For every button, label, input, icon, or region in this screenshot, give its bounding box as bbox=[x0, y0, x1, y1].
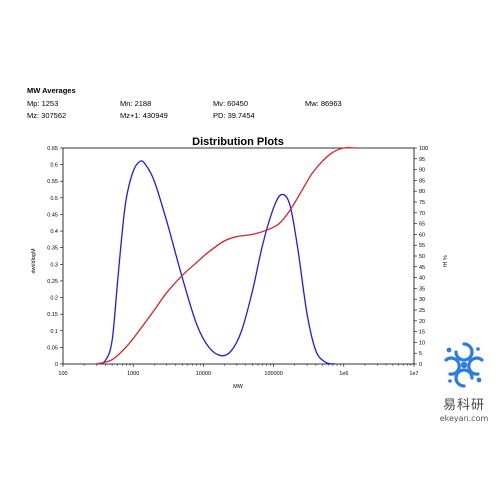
brand-domain: ekeyan.com bbox=[439, 414, 489, 423]
y-right-tick-label: 85 bbox=[419, 178, 425, 184]
y-right-tick-label: 55 bbox=[419, 243, 425, 249]
mv-value: Mv: 60450 bbox=[213, 99, 249, 108]
y-left-tick-label: 0.55 bbox=[47, 179, 58, 185]
y-right-tick-label: 70 bbox=[419, 211, 425, 217]
series-line-distribution bbox=[96, 160, 336, 365]
y-left-tick-label: 0.3 bbox=[50, 262, 58, 268]
x-tick-label: 1000 bbox=[127, 371, 139, 377]
y-right-tick-label: 5 bbox=[419, 351, 422, 357]
y-right-tick-label: 35 bbox=[419, 286, 425, 292]
x-tick-label: 1e6 bbox=[339, 371, 348, 377]
y-left-axis-label: dwt/dlogM bbox=[31, 248, 37, 273]
y-left-tick-label: 0.6 bbox=[50, 163, 58, 169]
y-left-tick-label: 0.2 bbox=[50, 296, 58, 302]
y-right-tick-label: 80 bbox=[419, 189, 425, 195]
axes: 100 1000 10000 100000 1e6 1e700.050.10.150.20… bbox=[47, 146, 428, 377]
distribution-chart: Distribution Plots 100 1000 10000 100000 1e6… bbox=[0, 128, 500, 398]
y-left-tick-label: 0.65 bbox=[47, 146, 58, 152]
y-right-tick-label: 30 bbox=[419, 297, 425, 303]
y-left-tick-label: 0.4 bbox=[50, 229, 58, 235]
x-tick-label: 10000 bbox=[196, 371, 211, 377]
y-right-axis-label: % Hi bbox=[441, 255, 447, 267]
y-left-tick-label: 0.1 bbox=[50, 329, 58, 335]
y-left-tick-label: 0 bbox=[55, 362, 58, 368]
mw-value: Mw: 86963 bbox=[305, 99, 342, 108]
y-right-tick-label: 90 bbox=[419, 168, 425, 174]
y-right-tick-label: 50 bbox=[419, 254, 425, 260]
x-axis-label: MW bbox=[233, 384, 244, 390]
mz1-value: Mz+1: 430949 bbox=[120, 111, 168, 120]
plot-frame bbox=[62, 147, 415, 365]
mw-averages-title: MW Averages bbox=[27, 86, 76, 95]
x-tick-label: 100 bbox=[58, 371, 67, 377]
x-tick-label: 1e7 bbox=[409, 371, 418, 377]
y-left-tick-label: 0.45 bbox=[47, 212, 58, 218]
y-right-tick-label: 10 bbox=[419, 340, 425, 346]
mn-value: Mn: 2188 bbox=[120, 99, 152, 108]
y-left-tick-label: 0.05 bbox=[47, 345, 58, 351]
y-right-tick-label: 95 bbox=[419, 157, 425, 163]
y-right-tick-label: 45 bbox=[419, 265, 425, 271]
brand-name: 易科研 bbox=[442, 398, 485, 413]
y-right-tick-label: 25 bbox=[419, 308, 425, 314]
y-right-tick-label: 100 bbox=[419, 146, 428, 152]
y-left-tick-label: 0.15 bbox=[47, 312, 58, 318]
series-line-cumulative bbox=[96, 147, 357, 365]
y-left-tick-label: 0.5 bbox=[50, 196, 58, 202]
x-tick-label: 100000 bbox=[264, 371, 282, 377]
series-layer bbox=[96, 147, 357, 365]
y-left-tick-label: 0.25 bbox=[47, 279, 58, 285]
y-right-tick-label: 40 bbox=[419, 276, 425, 282]
y-right-tick-label: 60 bbox=[419, 232, 425, 238]
mz-value: Mz: 307562 bbox=[27, 111, 67, 120]
brand-logo-icon bbox=[444, 342, 484, 388]
y-right-tick-label: 20 bbox=[419, 319, 425, 325]
brand-logo: 易科研 ekeyan.com bbox=[436, 338, 492, 430]
mw-averages-panel: MW Averages Mp: 1253 Mn: 2188 Mv: 60450 … bbox=[0, 0, 500, 130]
pd-value: PD: 39.7454 bbox=[213, 111, 255, 120]
distribution-chart-svg: Distribution Plots 100 1000 10000 100000 1e6… bbox=[31, 136, 447, 390]
y-right-tick-label: 65 bbox=[419, 222, 425, 228]
y-right-tick-label: 15 bbox=[419, 330, 425, 336]
chart-title: Distribution Plots bbox=[192, 136, 284, 148]
mp-value: Mp: 1253 bbox=[27, 99, 59, 108]
y-left-tick-label: 0.35 bbox=[47, 246, 58, 252]
y-right-tick-label: 75 bbox=[419, 200, 425, 206]
y-right-tick-label: 0 bbox=[419, 362, 422, 368]
